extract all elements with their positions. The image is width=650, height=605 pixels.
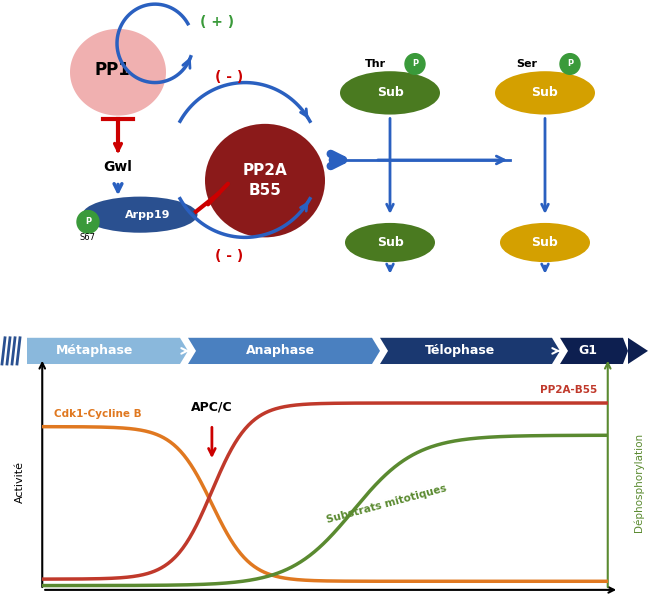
Text: APC/C: APC/C xyxy=(191,401,233,414)
Ellipse shape xyxy=(345,223,435,262)
Text: Gwl: Gwl xyxy=(103,160,133,174)
Text: Sub: Sub xyxy=(532,87,558,99)
Text: Déphosphorylation: Déphosphorylation xyxy=(634,433,644,532)
Text: S67: S67 xyxy=(80,233,96,242)
Text: Sub: Sub xyxy=(376,87,404,99)
Text: ( - ): ( - ) xyxy=(215,249,243,263)
Text: Arpp19: Arpp19 xyxy=(125,210,171,220)
Circle shape xyxy=(77,211,99,234)
Text: Ser: Ser xyxy=(517,59,538,69)
Ellipse shape xyxy=(500,223,590,262)
Text: Activité: Activité xyxy=(15,462,25,503)
Text: G1: G1 xyxy=(578,344,597,358)
Text: Cdk1-Cycline B: Cdk1-Cycline B xyxy=(53,409,141,419)
Text: B55: B55 xyxy=(248,183,281,198)
Polygon shape xyxy=(560,338,628,364)
Text: PP2A: PP2A xyxy=(242,163,287,178)
Polygon shape xyxy=(188,338,380,364)
Text: Sub: Sub xyxy=(376,236,404,249)
Polygon shape xyxy=(380,338,560,364)
Text: ( + ): ( + ) xyxy=(200,15,234,29)
Text: P: P xyxy=(567,59,573,68)
Text: Anaphase: Anaphase xyxy=(246,344,315,358)
Ellipse shape xyxy=(495,71,595,114)
Text: Métaphase: Métaphase xyxy=(57,344,134,358)
Text: PP2A-B55: PP2A-B55 xyxy=(540,385,597,395)
Text: P: P xyxy=(85,217,91,226)
Ellipse shape xyxy=(340,71,440,114)
Circle shape xyxy=(405,54,425,74)
Polygon shape xyxy=(70,29,166,116)
Text: Thr: Thr xyxy=(365,59,385,69)
Text: Télophase: Télophase xyxy=(425,344,495,358)
Text: P: P xyxy=(412,59,418,68)
Text: ( - ): ( - ) xyxy=(215,70,243,83)
Ellipse shape xyxy=(205,124,325,237)
Text: PP1: PP1 xyxy=(94,61,130,79)
Text: Sub: Sub xyxy=(532,236,558,249)
Ellipse shape xyxy=(83,197,198,233)
Polygon shape xyxy=(628,338,648,364)
Polygon shape xyxy=(27,338,188,364)
Text: Substrats mitotiques: Substrats mitotiques xyxy=(325,483,447,525)
Circle shape xyxy=(560,54,580,74)
